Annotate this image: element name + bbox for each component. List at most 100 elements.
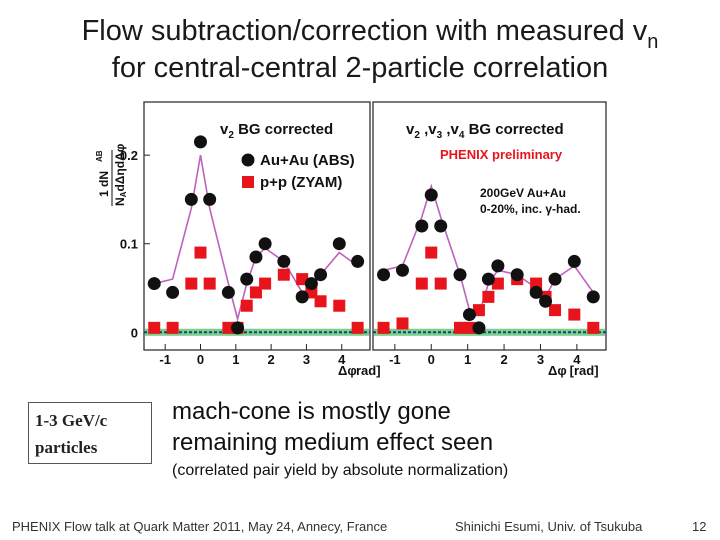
auau-abs-point <box>231 321 245 335</box>
panel-2-title-part: ,v <box>442 121 459 138</box>
auau-abs-point <box>203 192 217 206</box>
particle-range-box: 1-3 GeV/c particles <box>28 402 152 464</box>
auau-abs-point <box>462 308 476 322</box>
auau-abs-point <box>194 135 207 149</box>
auau-abs-point <box>377 268 391 282</box>
auau-abs-point <box>481 272 495 286</box>
auau-abs-point <box>415 219 429 233</box>
pp-zyam-point <box>472 304 485 317</box>
legend-auau-marker <box>241 153 255 167</box>
x-tick-label: 1 <box>464 352 471 367</box>
energy-label: 200GeV Au+Au <box>480 186 566 200</box>
footer-author: Shinichi Esumi, Univ. of Tsukuba <box>455 519 643 534</box>
auau-abs-point <box>304 277 318 291</box>
x-tick-label: 3 <box>537 352 544 367</box>
pp-zyam-point <box>277 268 290 281</box>
auau-abs-point <box>147 277 161 291</box>
pp-zyam-point <box>249 286 262 299</box>
pp-zyam-point <box>203 277 216 290</box>
auau-abs-point <box>424 188 438 202</box>
x-tick-label: -1 <box>389 352 401 367</box>
pp-zyam-point <box>454 321 467 334</box>
auau-abs-point <box>221 285 235 299</box>
x-tick-label: 0 <box>428 352 435 367</box>
box-line2: particles <box>35 438 98 457</box>
auau-abs-point <box>314 268 328 282</box>
auau-abs-point <box>586 290 600 304</box>
x-tick-label: 3 <box>303 352 310 367</box>
title-subscript: n <box>647 31 659 53</box>
x-axis-unit-left: rad] <box>356 363 381 378</box>
pp-zyam-point <box>222 321 235 334</box>
y-label-differentials: dΔηdΔφ <box>113 143 127 191</box>
pp-zyam-point <box>549 304 562 317</box>
note-line1: mach-cone is mostly gone <box>172 398 451 425</box>
x-tick-label: 1 <box>232 352 239 367</box>
panel-2-title-sub: 4 <box>459 130 465 141</box>
x-axis-label: Δφ [rad] <box>548 363 599 378</box>
x-tick-label: 4 <box>338 352 346 367</box>
pp-zyam-point <box>333 299 346 312</box>
pp-zyam-point <box>148 321 161 334</box>
pp-zyam-point <box>314 295 327 308</box>
pp-zyam-point <box>259 277 272 290</box>
auau-abs-point <box>258 237 272 251</box>
pp-zyam-point <box>166 321 179 334</box>
panel-2-title-part: v <box>406 121 415 138</box>
auau-abs-point <box>567 254 581 268</box>
auau-abs-point <box>351 254 365 268</box>
x-axis-label-left: Δφ <box>338 363 357 378</box>
pp-zyam-point <box>530 277 543 290</box>
y-tick-label: 0.2 <box>120 148 138 163</box>
y-label-denominator: NAdΔηdΔφ <box>113 143 128 206</box>
panel-1-frame <box>143 101 371 351</box>
panel-2-title-sub: 3 <box>437 130 443 141</box>
pp-zyam-point <box>377 321 390 334</box>
auau-abs-point <box>395 263 409 277</box>
pp-zyam-point <box>351 321 364 334</box>
pp-zyam-point <box>491 277 504 290</box>
x-tick-label: 0 <box>197 352 204 367</box>
auau-abs-point <box>529 285 543 299</box>
auau-abs-point <box>240 272 254 286</box>
pp-zyam-point <box>482 290 495 303</box>
auau-abs-point <box>184 192 198 206</box>
auau-abs-point <box>434 219 448 233</box>
auau-abs-point <box>539 294 553 308</box>
auau-abs-point <box>548 272 562 286</box>
pp-zyam-point <box>587 321 600 334</box>
panel-2-title-rest: BG corrected <box>464 121 563 138</box>
y-tick-label: 0 <box>131 325 138 340</box>
y-axis-label: 1 dN AB NAdΔηdΔφ <box>95 143 128 206</box>
auau-abs-point <box>491 259 505 273</box>
slide-title-line2: for central-central 2-particle correlati… <box>111 52 609 84</box>
panel-2-title-part: ,v <box>420 121 437 138</box>
auau-abs-point <box>472 321 486 335</box>
pp-zyam-point <box>434 277 447 290</box>
auau-abs-point <box>166 285 180 299</box>
auau-abs-point <box>249 250 263 264</box>
panel-1-title-sub: 2 <box>228 130 234 141</box>
legend-pp-label: p+p (ZYAM) <box>260 174 342 191</box>
y-label-superscript: AB <box>95 150 104 162</box>
panel-2-title: v2 ,v3 ,v4 BG corrected <box>406 121 564 141</box>
legend-auau-label: Au+Au (ABS) <box>260 152 355 169</box>
pp-zyam-point <box>425 246 438 259</box>
panel-2-title-sub: 2 <box>414 130 420 141</box>
x-tick-label: 2 <box>268 352 275 367</box>
pp-zyam-point <box>240 299 253 312</box>
y-label-numerator: 1 dN <box>97 171 111 197</box>
auau-abs-point <box>295 290 309 304</box>
legend-pp-marker <box>242 176 254 188</box>
y-tick-label: 0.1 <box>120 237 138 252</box>
auau-abs-point <box>332 237 346 251</box>
pp-zyam-point <box>396 317 409 330</box>
panel-1-title-rest: BG corrected <box>234 121 333 138</box>
auau-abs-point <box>510 268 524 282</box>
pp-zyam-point <box>185 277 198 290</box>
pp-zyam-point <box>194 246 207 259</box>
note-line3: (correlated pair yield by absolute norma… <box>172 462 509 479</box>
auau-abs-point <box>277 254 291 268</box>
y-label-denominator-sub: A <box>119 191 128 197</box>
x-tick-label: 4 <box>573 352 581 367</box>
